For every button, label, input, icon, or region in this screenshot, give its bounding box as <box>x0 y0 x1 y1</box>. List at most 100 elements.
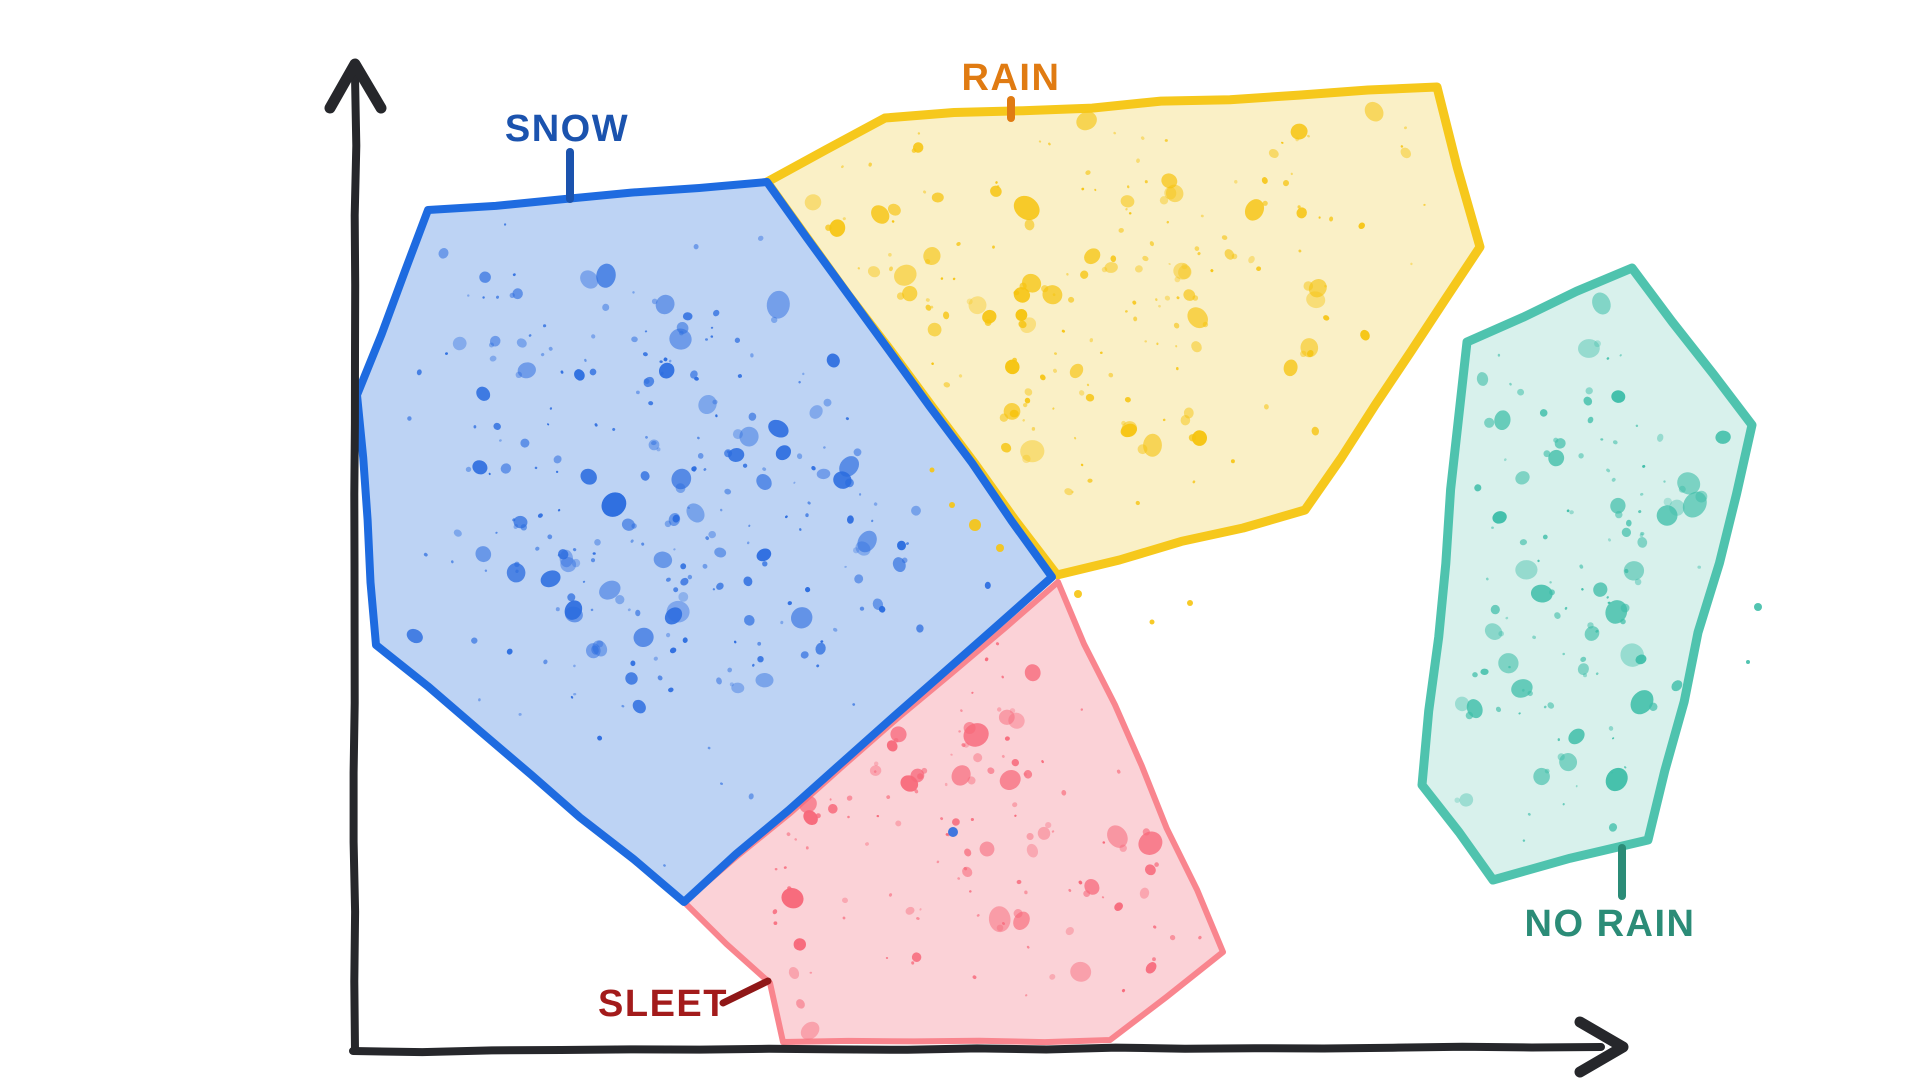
scatter-dot <box>1175 367 1179 371</box>
scatter-dot <box>489 355 497 362</box>
scatter-dot <box>584 358 587 362</box>
scatter-dot <box>698 394 717 415</box>
scatter-dot <box>1031 427 1036 431</box>
scatter-dot <box>998 709 1015 725</box>
scatter-dot <box>1575 785 1578 788</box>
scatter-dot <box>1037 826 1051 840</box>
scatter-dot <box>780 620 784 625</box>
scatter-dot <box>1076 111 1097 131</box>
scatter-dot <box>645 435 648 439</box>
scatter-dot <box>811 465 816 471</box>
scatter-dot <box>1126 185 1130 189</box>
scatter-dot <box>1025 994 1028 997</box>
scatter-dot <box>1022 454 1031 464</box>
scatter-dot <box>1152 957 1156 962</box>
scatter-dot <box>1485 577 1489 581</box>
scatter-dot <box>952 277 956 281</box>
scatter-dot <box>1068 888 1072 892</box>
scatter-dot <box>589 368 597 376</box>
scatter-dot <box>940 277 944 280</box>
scatter-dot <box>1410 262 1413 266</box>
scatter-dot <box>720 782 723 785</box>
scatter-dot <box>1128 212 1132 215</box>
scatter-dot <box>664 520 672 528</box>
scatter-dot <box>564 606 583 623</box>
scatter-dot <box>1608 726 1614 731</box>
scatter-dot <box>984 657 989 662</box>
scatter-dot <box>1142 828 1150 836</box>
scatter-dot <box>857 267 860 270</box>
scatter-dot <box>1158 304 1161 308</box>
scatter-dot <box>925 304 932 311</box>
scatter-dot <box>1194 246 1200 251</box>
scatter-dot <box>1168 263 1171 265</box>
rain-cluster <box>762 82 1485 580</box>
scatter-dot <box>886 740 898 752</box>
scatter-dot <box>506 648 513 655</box>
scatter-dot <box>1642 464 1646 468</box>
scatter-dot <box>762 467 767 471</box>
scatter-dot <box>1400 145 1404 148</box>
scatter-dot <box>473 425 477 429</box>
scatter-dot <box>1283 359 1298 377</box>
scatter-dot <box>630 660 636 667</box>
sleet-label-pointer <box>719 977 772 1007</box>
scatter-dot <box>663 357 668 362</box>
scatter-dot <box>499 439 502 442</box>
scatter-dot <box>1491 526 1494 529</box>
scatter-dot <box>475 546 492 563</box>
scatter-dot <box>712 588 716 591</box>
scatter-dot <box>479 271 491 283</box>
scatter-dot <box>802 372 805 376</box>
scatter-dot <box>515 569 519 573</box>
scatter-dot <box>631 336 638 343</box>
scatter-dot <box>1001 754 1005 758</box>
scatter-dot <box>657 675 663 681</box>
scatter-dot <box>1124 396 1131 403</box>
scatter-dot <box>1566 509 1570 513</box>
scatter-dot <box>1579 564 1584 569</box>
scatter-dot <box>1611 390 1626 403</box>
scatter-dot <box>1200 214 1204 218</box>
scatter-dot <box>591 334 596 339</box>
scatter-dot <box>1013 195 1040 221</box>
scatter-dot <box>621 518 635 531</box>
scatter-dot <box>1527 690 1533 697</box>
scatter-dot <box>796 453 803 460</box>
scatter-dot <box>1608 538 1611 542</box>
scatter-dot <box>1515 471 1530 485</box>
scatter-dot <box>1024 890 1028 895</box>
scatter-dot <box>1404 126 1407 130</box>
scatter-dot <box>1231 253 1238 260</box>
scatter-dot <box>663 864 666 867</box>
scatter-dot <box>756 548 772 562</box>
stray-dots <box>929 467 1762 837</box>
scatter-dot <box>919 908 922 911</box>
scatter-dot <box>528 334 532 337</box>
scatter-dot <box>911 148 917 153</box>
scatter-dot <box>1495 706 1502 713</box>
scatter-dot <box>1094 188 1097 192</box>
scatter-dot <box>693 244 699 250</box>
scatter-dot <box>793 481 796 484</box>
scatter-dot <box>914 789 919 794</box>
scatter-dot <box>1663 480 1666 483</box>
scatter-dot <box>742 463 748 468</box>
scatter-dot <box>687 506 691 509</box>
y-axis <box>349 72 361 1055</box>
scatter-dot <box>1585 387 1593 395</box>
scatter-dot <box>923 190 927 194</box>
scatter-dot <box>1079 390 1085 396</box>
scatter-dot <box>936 860 940 864</box>
scatter-dot <box>737 374 742 378</box>
scatter-dot <box>513 523 519 530</box>
scatter-dot <box>590 608 594 612</box>
scatter-dot <box>1081 187 1085 191</box>
scatter-dot <box>1118 227 1124 233</box>
scatter-dot <box>438 248 449 259</box>
scatter-dot <box>976 914 980 917</box>
scatter-dot <box>911 961 915 965</box>
scatter-dot <box>966 298 973 305</box>
scatter-dot <box>790 607 813 629</box>
scatter-dot <box>1120 423 1137 438</box>
